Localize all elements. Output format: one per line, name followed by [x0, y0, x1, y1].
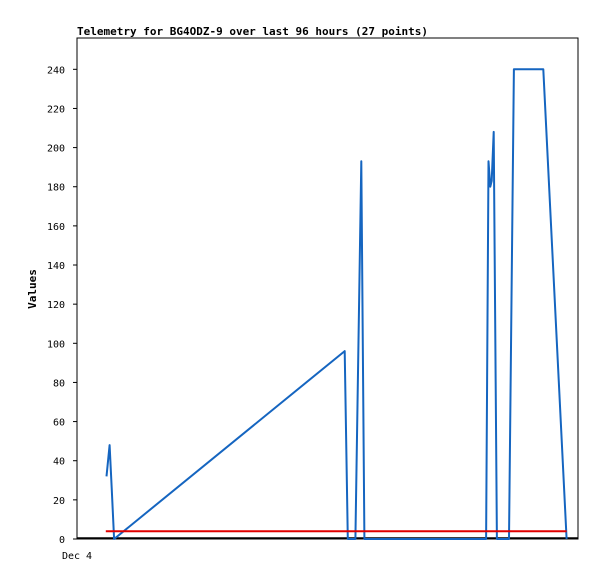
y-tick-label: 20: [53, 496, 65, 507]
y-tick-label: 60: [53, 418, 65, 429]
y-axis-ticks: 0 20 40 60 80 100 120 140 160 180 200 220 240: [47, 65, 77, 546]
x-axis-ticks: Dec 4: [62, 551, 92, 562]
y-tick-label: 0: [59, 535, 65, 546]
chart-title: Telemetry for BG4ODZ-9 over last 96 hour…: [77, 25, 428, 38]
y-tick-label: 220: [47, 104, 65, 115]
series-line-0: [105, 68, 568, 540]
y-tick-label: 200: [47, 144, 65, 155]
y-tick-label: 240: [47, 65, 65, 76]
y-tick-label: 140: [47, 261, 65, 272]
y-axis-label: Values: [26, 269, 39, 309]
y-tick-label: 40: [53, 457, 65, 468]
series-layer: [77, 68, 578, 540]
plot-area: [76, 37, 579, 540]
y-tick-label: 180: [47, 183, 65, 194]
x-tick-label: Dec 4: [62, 551, 92, 562]
y-tick-label: 100: [47, 339, 65, 350]
y-tick-label: 120: [47, 300, 65, 311]
y-tick-label: 160: [47, 222, 65, 233]
y-tick-label: 80: [53, 378, 65, 389]
